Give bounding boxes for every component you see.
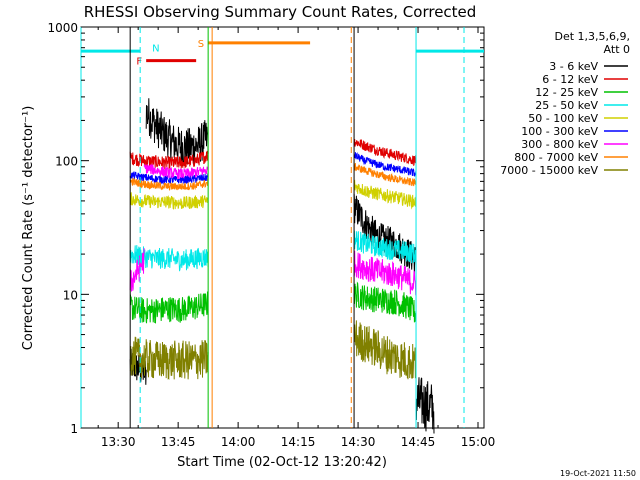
y-tick-label: 1000 xyxy=(47,21,78,35)
x-tick-label: 13:30 xyxy=(101,435,136,449)
series-3-6-kev xyxy=(129,98,435,434)
legend-header-line1: Det 1,3,5,6,9, xyxy=(554,30,630,43)
axis-layer: 13:30 13:45 14:00 14:15 14:30 14:45 15:00 1 10 10… xyxy=(47,21,495,449)
series-50-100-kev xyxy=(129,179,417,210)
annotation-layer: FN S xyxy=(80,27,484,428)
y-tick-label: 10 xyxy=(63,288,78,302)
flag-label-n: N xyxy=(152,44,159,55)
y-axis-label: Corrected Count Rate (s⁻¹ detector⁻¹) xyxy=(21,106,36,351)
series-segment xyxy=(129,177,209,191)
series-segment xyxy=(129,291,209,324)
series-segment xyxy=(145,98,209,167)
series-800-7000-kev xyxy=(129,163,417,191)
legend-entry-7000-15000-kev: 7000 - 15000 keV xyxy=(500,164,598,177)
series-layer xyxy=(129,98,435,434)
series-6-12-kev xyxy=(129,139,417,170)
legend-header-line2: Att 0 xyxy=(604,43,630,56)
series-segment xyxy=(415,377,435,434)
flag-label-f: F xyxy=(136,57,142,68)
series-segment xyxy=(353,152,417,177)
series-7000-15000-kev xyxy=(129,320,417,381)
legend-entry-100-300-kev: 100 - 300 keV xyxy=(521,125,598,138)
x-tick-label: 14:15 xyxy=(281,435,316,449)
legend-entry-50-100-kev: 50 - 100 keV xyxy=(528,112,598,125)
series-12-25-kev xyxy=(129,281,417,324)
series-segment xyxy=(143,164,209,179)
x-tick-label: 15:00 xyxy=(461,435,496,449)
series-segment xyxy=(129,192,209,210)
series-segment xyxy=(353,320,417,380)
series-25-50-kev xyxy=(129,230,417,272)
y-tick-label: 1 xyxy=(70,422,78,436)
chart-title: RHESSI Observing Summary Count Rates, Co… xyxy=(84,3,477,21)
legend-entry-25-50-kev: 25 - 50 keV xyxy=(535,99,598,112)
series-100-300-kev xyxy=(129,152,417,185)
flag-label-s: S xyxy=(198,39,204,50)
legend-entry-800-7000-kev: 800 - 7000 keV xyxy=(514,151,598,164)
series-segment xyxy=(353,230,417,264)
x-tick-label: 13:45 xyxy=(161,435,196,449)
series-segment xyxy=(129,336,209,381)
x-axis-label: Start Time (02-Oct-12 13:20:42) xyxy=(177,455,387,470)
x-tick-label: 14:30 xyxy=(341,435,376,449)
legend-entry-12-25-kev: 12 - 25 keV xyxy=(535,86,598,99)
footer-timestamp: 19-Oct-2021 11:50 xyxy=(560,469,636,478)
x-tick-label: 14:45 xyxy=(401,435,436,449)
series-segment xyxy=(353,281,417,323)
x-tick-label: 14:00 xyxy=(221,435,256,449)
series-segment xyxy=(129,248,145,292)
series-segment xyxy=(353,250,417,296)
series-300-800-kev xyxy=(129,164,417,296)
y-tick-label: 100 xyxy=(55,155,78,169)
series-segment xyxy=(353,139,417,167)
series-segment xyxy=(353,163,417,187)
series-segment xyxy=(353,179,417,210)
legend-entry-3-6-kev: 3 - 6 keV xyxy=(549,60,598,73)
legend-entry-300-800-kev: 300 - 800 keV xyxy=(521,138,598,151)
series-segment xyxy=(129,150,209,170)
legend-entry-6-12-kev: 6 - 12 keV xyxy=(542,73,598,86)
